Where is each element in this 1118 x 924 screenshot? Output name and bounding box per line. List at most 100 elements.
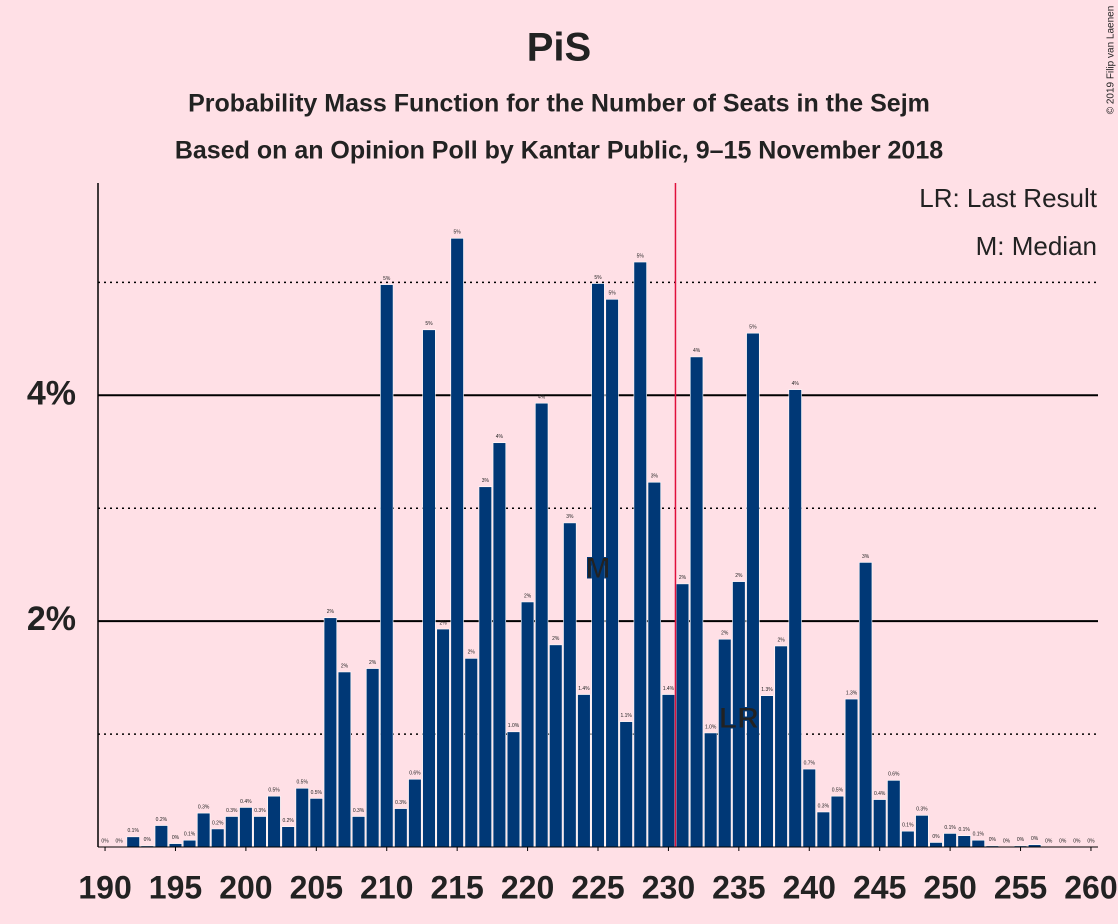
bar bbox=[915, 815, 929, 848]
bar bbox=[873, 799, 887, 848]
value-label: 0.5% bbox=[832, 788, 844, 794]
value-label: 0.3% bbox=[353, 808, 365, 814]
value-label: 0% bbox=[1045, 838, 1053, 844]
bar bbox=[380, 284, 394, 848]
bar bbox=[126, 836, 140, 848]
value-label: 3% bbox=[862, 554, 870, 560]
bar bbox=[816, 811, 830, 848]
bar bbox=[760, 695, 774, 848]
value-label: 1.0% bbox=[705, 724, 717, 730]
bar bbox=[168, 843, 183, 848]
value-label: 5% bbox=[594, 275, 602, 281]
value-label: 1.0% bbox=[508, 723, 520, 729]
value-label: 2% bbox=[679, 575, 687, 581]
bar bbox=[647, 481, 661, 848]
x-tick-label: 210 bbox=[360, 869, 413, 905]
value-label: 0.1% bbox=[973, 832, 985, 838]
value-label: 0% bbox=[172, 835, 180, 841]
value-label: 5% bbox=[637, 253, 645, 259]
value-label: 2% bbox=[777, 637, 785, 643]
value-label: 0.3% bbox=[226, 808, 238, 814]
value-label: 0.6% bbox=[888, 772, 900, 778]
y-tick-label: 4% bbox=[27, 374, 76, 412]
bar bbox=[943, 833, 957, 848]
chart-subtitle: Based on an Opinion Poll by Kantar Publi… bbox=[175, 137, 943, 165]
bar bbox=[746, 332, 760, 848]
value-label: 0% bbox=[144, 837, 152, 843]
bar bbox=[788, 389, 802, 848]
value-label: 0.3% bbox=[395, 800, 407, 806]
value-label: 5% bbox=[749, 325, 757, 331]
bar bbox=[718, 638, 732, 848]
x-tick-label: 195 bbox=[149, 869, 202, 905]
x-tick-label: 235 bbox=[712, 869, 765, 905]
value-label: 1.3% bbox=[761, 687, 773, 693]
value-label: 2% bbox=[735, 573, 743, 579]
bar bbox=[464, 658, 478, 848]
bar bbox=[366, 668, 380, 848]
x-tick-label: 250 bbox=[923, 869, 976, 905]
value-label: 0% bbox=[1073, 838, 1081, 844]
value-label: 5% bbox=[608, 291, 616, 297]
legend-entry: LR: Last Result bbox=[919, 183, 1098, 213]
chart-title: PiS bbox=[527, 26, 591, 70]
y-tick-label: 2% bbox=[27, 600, 76, 638]
x-tick-label: 205 bbox=[290, 869, 343, 905]
x-tick-label: 230 bbox=[642, 869, 695, 905]
x-tick-label: 225 bbox=[571, 869, 624, 905]
bar bbox=[535, 402, 549, 848]
bar bbox=[929, 842, 943, 848]
value-label: 0% bbox=[1087, 838, 1095, 844]
bar bbox=[492, 442, 507, 848]
bar bbox=[309, 798, 323, 848]
value-label: 2% bbox=[327, 609, 335, 615]
x-tick-label: 240 bbox=[783, 869, 836, 905]
x-tick-label: 260 bbox=[1064, 869, 1117, 905]
value-label: 1.4% bbox=[578, 686, 590, 692]
value-label: 4% bbox=[792, 381, 800, 387]
value-label: 0% bbox=[1017, 837, 1025, 843]
value-label: 1.3% bbox=[846, 690, 858, 696]
value-label: 0.6% bbox=[409, 771, 421, 777]
value-label: 0% bbox=[101, 838, 109, 844]
bar bbox=[211, 828, 225, 848]
bar bbox=[971, 839, 985, 848]
value-label: 0.1% bbox=[958, 827, 970, 833]
value-label: 0.4% bbox=[240, 799, 252, 805]
value-label: 0.5% bbox=[268, 788, 280, 794]
bar bbox=[196, 812, 211, 848]
bar bbox=[478, 486, 492, 848]
value-label: 0.3% bbox=[818, 803, 830, 809]
bar bbox=[422, 329, 436, 848]
value-label: 2% bbox=[524, 593, 532, 599]
value-label: 0.4% bbox=[874, 791, 886, 797]
bar bbox=[253, 816, 267, 848]
value-label: 5% bbox=[425, 321, 433, 327]
value-label: 2% bbox=[369, 660, 377, 666]
value-label: 0% bbox=[932, 834, 940, 840]
value-label: 0.7% bbox=[804, 760, 816, 766]
value-label: 0.1% bbox=[184, 832, 196, 838]
value-label: 2% bbox=[721, 631, 729, 637]
value-label: 2% bbox=[341, 663, 349, 669]
bar bbox=[351, 816, 366, 848]
bar bbox=[408, 778, 422, 848]
value-label: 0.1% bbox=[902, 823, 914, 829]
chart-subtitle: Probability Mass Function for the Number… bbox=[188, 90, 930, 118]
bar bbox=[182, 839, 197, 848]
bar bbox=[337, 671, 352, 848]
bar bbox=[675, 583, 690, 848]
value-label: 0.1% bbox=[128, 828, 140, 834]
x-tick-label: 190 bbox=[78, 869, 131, 905]
x-tick-label: 200 bbox=[219, 869, 272, 905]
value-label: 0% bbox=[1059, 838, 1067, 844]
value-label: 0.5% bbox=[311, 790, 323, 796]
bar bbox=[633, 261, 647, 848]
value-label: 2% bbox=[552, 636, 560, 642]
bar bbox=[323, 617, 338, 848]
value-label: 3% bbox=[566, 514, 574, 520]
value-label: 5% bbox=[454, 230, 462, 236]
value-label: 4% bbox=[496, 434, 504, 440]
bar bbox=[577, 694, 591, 848]
